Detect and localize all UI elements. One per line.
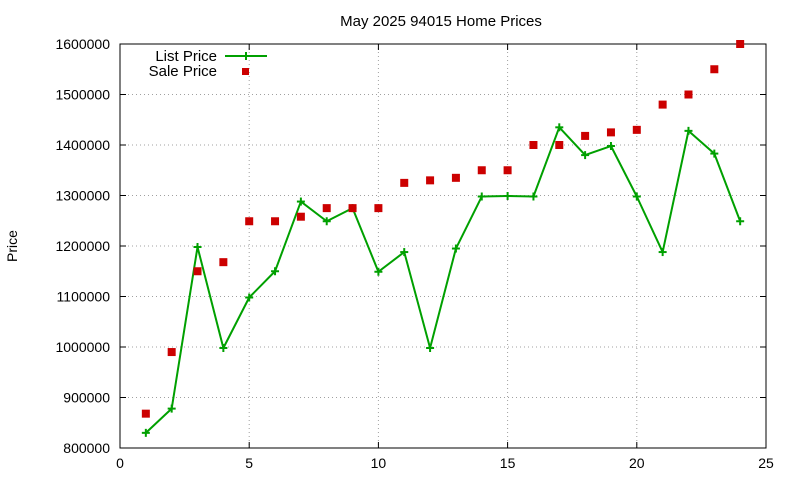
sale-price-point (710, 65, 719, 74)
sale-price-point (555, 141, 564, 149)
series-line-list-price (145, 126, 742, 434)
sale-price-point (400, 178, 409, 187)
y-tick-label: 900000 (63, 390, 110, 406)
legend-label-list-price: List Price (155, 48, 217, 65)
list-price-point (529, 192, 538, 201)
legend: List Price Sale Price (149, 48, 267, 80)
sale-price-point (322, 204, 331, 213)
x-axis: 0 5 10 15 20 25 (116, 44, 774, 471)
list-price-point (245, 293, 254, 302)
x-tick-label: 15 (500, 455, 516, 471)
list-price-point (555, 123, 564, 132)
y-tick-label: 1100000 (57, 289, 111, 305)
list-price-point (710, 149, 719, 158)
sale-price-point (632, 125, 641, 134)
list-price-point (632, 192, 641, 201)
x-tick-label: 10 (371, 455, 387, 471)
list-price-point (736, 217, 745, 226)
sale-price-point (529, 141, 538, 149)
series (141, 40, 745, 437)
list-price-point (193, 243, 202, 252)
list-price-point (400, 248, 409, 257)
sale-price-point (296, 212, 305, 221)
sale-price-point (658, 100, 667, 109)
sale-price-point (736, 40, 745, 48)
sale-price-point (374, 204, 383, 213)
list-price-point (271, 267, 280, 276)
y-tick-label: 1500000 (55, 87, 110, 103)
sale-price-point (503, 166, 512, 175)
list-price-point (296, 197, 305, 206)
chart-title: May 2025 94015 Home Prices (340, 13, 542, 30)
sale-price-point (451, 173, 460, 182)
list-price-point (477, 192, 486, 201)
x-tick-label: 20 (629, 455, 645, 471)
sale-price-point (271, 217, 280, 226)
list-price-point (451, 244, 460, 253)
sale-price-point (193, 267, 202, 276)
y-tick-label: 1300000 (55, 188, 110, 204)
list-price-point (167, 404, 176, 413)
y-axis: 800000 900000 1000000 1100000 1200000 1300000… (55, 36, 766, 456)
y-tick-label: 1400000 (55, 137, 110, 153)
list-price-point (141, 428, 150, 437)
sale-price-point (581, 131, 590, 140)
grid (120, 44, 766, 448)
list-price-point (322, 217, 331, 226)
sale-price-point (167, 348, 176, 357)
x-tick-label: 0 (116, 455, 124, 471)
list-price-point (658, 248, 667, 257)
list-price-point (581, 151, 590, 160)
sale-price-point (426, 176, 435, 185)
sale-price-point (219, 258, 228, 267)
sale-price-point (141, 409, 150, 418)
list-price-point (219, 344, 228, 353)
list-price-point (503, 192, 512, 201)
y-tick-label: 1200000 (55, 238, 110, 254)
y-tick-label: 1600000 (55, 36, 110, 52)
sale-price-point (606, 128, 615, 137)
list-price-point (426, 344, 435, 353)
x-tick-label: 25 (758, 455, 774, 471)
list-price-point (606, 142, 615, 151)
legend-label-sale-price: Sale Price (149, 63, 217, 80)
legend-marker-sale-price (242, 68, 249, 75)
y-tick-label: 1000000 (55, 339, 110, 355)
sale-price-point (245, 217, 254, 226)
y-tick-label: 800000 (63, 440, 110, 456)
list-price-point (374, 267, 383, 276)
sale-price-point (684, 90, 693, 99)
sale-price-point (477, 166, 486, 175)
list-price-point (684, 126, 693, 135)
x-tick-label: 5 (245, 455, 253, 471)
y-axis-label: Price (4, 230, 20, 262)
sale-price-point (348, 204, 357, 213)
legend-marker-list-price (242, 52, 250, 60)
